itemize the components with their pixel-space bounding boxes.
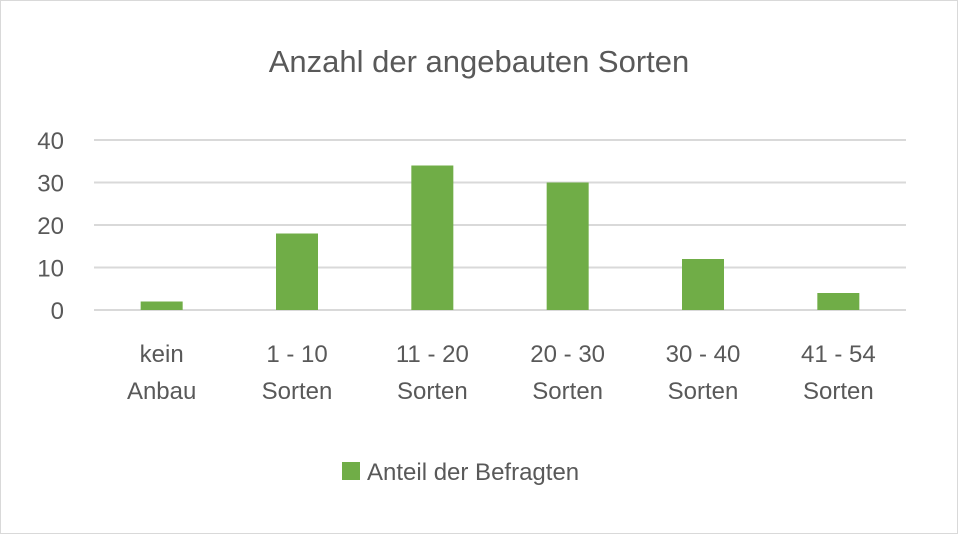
bar xyxy=(682,259,724,310)
y-tick-label: 10 xyxy=(37,256,64,283)
x-category-label: 1 - 10 Sorten xyxy=(262,341,333,405)
legend-label: Anteil der Befragten xyxy=(367,459,579,486)
y-tick-label: 40 xyxy=(37,128,64,155)
bar xyxy=(817,293,860,310)
bar xyxy=(411,165,454,310)
y-tick-label: 30 xyxy=(37,171,64,198)
y-tick-label: 20 xyxy=(37,213,64,240)
x-category-label: 30 - 40 Sorten xyxy=(666,341,741,405)
y-axis-ticks: 0 10 20 30 40 xyxy=(37,128,64,325)
x-category-label: kein Anbau xyxy=(127,341,196,405)
legend: Anteil der Befragten xyxy=(342,459,579,486)
bars xyxy=(140,165,860,310)
x-axis-labels: kein Anbau 1 - 10 Sorten 11 - 20 Sorten 20 - 3… xyxy=(127,341,876,405)
legend-swatch xyxy=(342,462,360,480)
x-category-label: 41 - 54 Sorten xyxy=(801,341,876,405)
y-tick-label: 0 xyxy=(51,298,64,325)
gridlines xyxy=(94,139,906,311)
bar xyxy=(546,182,589,310)
x-category-label: 20 - 30 Sorten xyxy=(530,341,605,405)
bar xyxy=(140,301,183,310)
x-category-label: 11 - 20 Sorten xyxy=(396,341,469,405)
bar xyxy=(276,233,318,310)
chart-title: Anzahl der angebauten Sorten xyxy=(269,44,690,79)
